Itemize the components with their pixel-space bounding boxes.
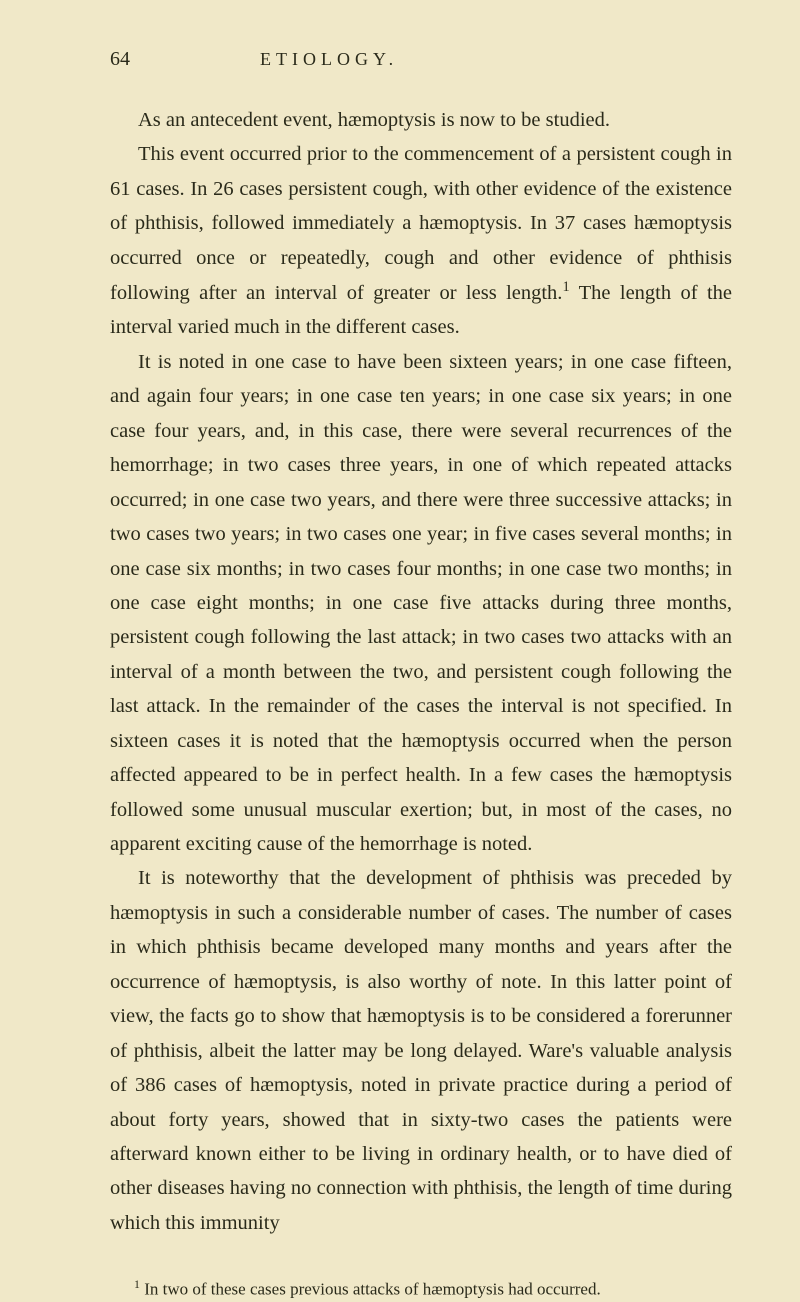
page-header: 64 ETIOLOGY.: [110, 48, 732, 71]
paragraph-2a: This event occurred prior to the commenc…: [110, 143, 732, 304]
footnote-ref-1: 1: [562, 279, 569, 295]
paragraph-3: It is noted in one case to have been six…: [110, 345, 732, 862]
header-title: ETIOLOGY.: [260, 49, 398, 70]
paragraph-4: It is noteworthy that the development of…: [110, 861, 732, 1240]
body-text: As an antecedent event, hæmoptysis is no…: [110, 103, 732, 1240]
paragraph-1: As an antecedent event, hæmoptysis is no…: [110, 103, 732, 137]
paragraph-2: This event occurred prior to the commenc…: [110, 137, 732, 344]
footnote-text: In two of these cases previous attacks o…: [140, 1280, 601, 1299]
footnote: 1 In two of these cases previous attacks…: [110, 1276, 732, 1302]
page-number: 64: [110, 48, 130, 71]
